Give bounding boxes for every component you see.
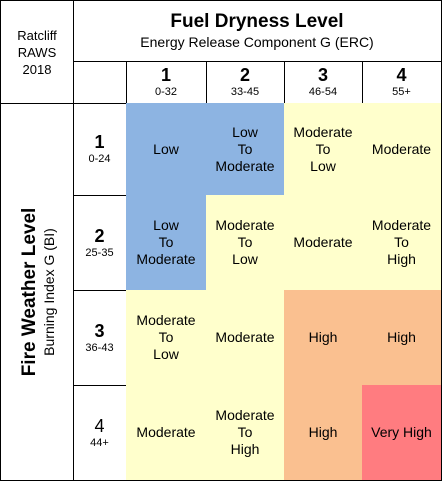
column-header-1: 1 0-32: [126, 61, 207, 104]
fuel-dryness-title: Fuel Dryness Level: [170, 11, 344, 32]
row-number: 4: [94, 415, 105, 436]
station-year: 2018: [22, 61, 52, 77]
column-number: 4: [396, 65, 407, 85]
rating-cell-r2-c2: Moderate To Low: [206, 195, 285, 291]
rating-line: Moderate: [293, 234, 353, 250]
rating-cell-r2-c4: Moderate To High: [362, 195, 442, 291]
rating-cell-r2-c3: Moderate: [284, 195, 363, 291]
rating-line: To: [237, 234, 253, 250]
rating-cell-r2-c1: Low To Moderate: [126, 195, 207, 291]
rating-cell-r1-c1: Low: [126, 103, 207, 196]
rating-line: Moderate: [215, 157, 275, 174]
rating-line: High: [308, 424, 338, 440]
rating-cell-r1-c3: Moderate To Low: [284, 103, 363, 196]
rating-line: Very High: [371, 424, 432, 440]
rating-cell-r3-c2: Moderate: [206, 290, 285, 386]
rating-line: Moderate: [293, 123, 353, 140]
rating-line: High: [387, 329, 416, 345]
rating-line: Low: [153, 140, 179, 157]
rating-cell-r4-c3: High: [284, 385, 363, 481]
rating-line: Moderate: [136, 424, 196, 440]
row-number: 2: [94, 225, 105, 246]
rating-line: Low: [153, 346, 179, 362]
column-header-4: 4 55+: [362, 61, 442, 104]
rating-line: To: [158, 234, 174, 250]
fire-weather-subtitle: Burning Index G (BI): [41, 228, 57, 356]
rating-line: To: [394, 234, 409, 250]
rating-cell-r4-c4: Very High: [362, 385, 442, 481]
rating-line: High: [308, 329, 338, 345]
rating-line: High: [230, 441, 260, 457]
rating-line: Moderate: [371, 140, 432, 157]
row-range: 36-43: [85, 341, 114, 354]
rating-line: Low: [232, 123, 258, 140]
station-label: Ratcliff RAWS 2018: [0, 0, 74, 104]
rating-cell-r4-c2: Moderate To High: [206, 385, 285, 481]
column-number: 1: [160, 65, 171, 85]
rating-cell-r3-c4: High: [362, 290, 442, 386]
rating-line: Moderate: [136, 312, 196, 328]
column-range: 55+: [392, 86, 411, 98]
row-range: 0-24: [88, 153, 111, 165]
rating-line: Low: [310, 157, 336, 174]
fire-weather-side-label: Fire Weather Level Burning Index G (BI): [0, 104, 74, 481]
rating-line: Moderate: [136, 251, 196, 267]
rating-line: To: [158, 329, 174, 345]
column-header-3: 3 46-54: [284, 61, 363, 104]
header-spacer: [73, 61, 127, 104]
rating-cell-r3-c3: High: [284, 290, 363, 386]
rating-line: Low: [232, 251, 258, 267]
row-header-3: 3 36-43: [73, 290, 127, 386]
column-number: 3: [317, 65, 328, 85]
column-header-2: 2 33-45: [206, 61, 285, 104]
rating-line: Moderate: [371, 217, 432, 233]
rating-line: Moderate: [215, 329, 275, 345]
column-number: 2: [239, 65, 250, 85]
rating-line: Moderate: [215, 217, 275, 233]
fuel-dryness-header: Fuel Dryness Level Energy Release Compon…: [73, 0, 442, 62]
rating-cell-r1-c2: Low To Moderate: [206, 103, 285, 196]
rating-line: To: [237, 424, 253, 440]
column-range: 46-54: [308, 86, 338, 98]
row-header-4: 4 44+: [73, 385, 127, 481]
row-range: 44+: [90, 436, 109, 449]
row-header-1: 1 0-24: [73, 103, 127, 196]
rating-line: Low: [153, 217, 179, 233]
row-number: 3: [94, 320, 105, 341]
rating-cell-r1-c4: Moderate: [362, 103, 442, 196]
column-range: 0-32: [154, 86, 178, 98]
row-range: 25-35: [85, 246, 114, 259]
row-header-2: 2 25-35: [73, 195, 127, 291]
rating-cell-r4-c1: Moderate: [126, 385, 207, 481]
rating-line: Moderate: [215, 407, 275, 423]
rating-line: To: [315, 140, 331, 157]
row-number: 1: [94, 132, 105, 152]
rating-cell-r3-c1: Moderate To Low: [126, 290, 207, 386]
rating-line: To: [237, 140, 253, 157]
station-type: RAWS: [17, 44, 57, 60]
rating-line: High: [387, 251, 416, 267]
station-name: Ratcliff: [17, 27, 57, 43]
fuel-dryness-subtitle: Energy Release Component G (ERC): [140, 34, 374, 50]
fire-weather-title: Fire Weather Level: [19, 207, 40, 377]
column-range: 33-45: [230, 86, 260, 98]
